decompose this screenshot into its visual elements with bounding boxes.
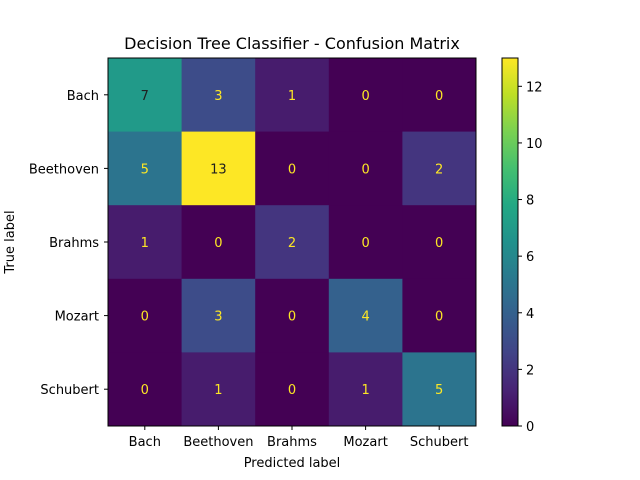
colorbar-tick-label: 0: [526, 420, 534, 435]
heatmap-cell-brahms-schubert: [402, 205, 477, 280]
cell-value-label: 0: [288, 383, 296, 398]
cell-value-label: 0: [361, 89, 369, 104]
heatmap-cell-mozart-schubert: [402, 278, 477, 353]
cell-value-label: 7: [141, 89, 149, 104]
heatmap-axes: Bach Beethoven Brahms Mozart Schubert Bach Bee…: [29, 57, 477, 450]
cell-value-label: 1: [141, 236, 149, 251]
cell-value-label: 13: [210, 162, 227, 177]
x-tick-label: Beethoven: [183, 435, 253, 450]
heatmap-cell-brahms-bach: [108, 205, 182, 280]
heatmap-cells: [108, 58, 477, 427]
colorbar-tick-label: 6: [526, 250, 534, 265]
heatmap-cell-bach-schubert: [402, 58, 477, 132]
heatmap-cell-beethoven-beethoven: [181, 131, 256, 206]
heatmap-cell-bach-mozart: [328, 58, 403, 132]
chart-title: Decision Tree Classifier - Confusion Mat…: [124, 34, 460, 53]
heatmap-cell-brahms-mozart: [328, 205, 403, 280]
colorbar-tick-label: 12: [526, 80, 543, 95]
y-tick-label: Schubert: [40, 383, 99, 398]
cell-value-label: 0: [435, 310, 443, 325]
colorbar-tick-label: 8: [526, 194, 534, 209]
heatmap-cell-bach-bach: [108, 58, 182, 132]
heatmap-cell-schubert-schubert: [402, 352, 477, 427]
x-tick-label: Mozart: [343, 435, 387, 450]
heatmap-cell-bach-brahms: [255, 58, 330, 132]
heatmap-cell-schubert-beethoven: [181, 352, 256, 427]
heatmap-cell-beethoven-brahms: [255, 131, 330, 206]
heatmap-cell-brahms-brahms: [255, 205, 330, 280]
cell-value-label: 5: [435, 383, 443, 398]
cell-value-label: 0: [361, 236, 369, 251]
colorbar-tick-label: 10: [526, 137, 543, 152]
cell-value-label: 1: [361, 383, 369, 398]
cell-value-label: 0: [435, 89, 443, 104]
x-tick-label: Brahms: [267, 435, 317, 450]
x-tick-label: Schubert: [410, 435, 469, 450]
heatmap-cell-mozart-brahms: [255, 278, 330, 353]
heatmap-cell-schubert-mozart: [328, 352, 403, 427]
cell-value-label: 2: [288, 236, 296, 251]
cell-value-label: 0: [288, 310, 296, 325]
colorbar-gradient: [501, 57, 519, 427]
heatmap-cell-schubert-bach: [108, 352, 182, 427]
x-tick-label: Bach: [129, 435, 161, 450]
cell-value-label: 4: [361, 310, 369, 325]
colorbar-tick-label: 2: [526, 363, 534, 378]
heatmap-cell-mozart-mozart: [328, 278, 403, 353]
cell-value-label: 0: [288, 162, 296, 177]
colorbar-tick-label: 4: [526, 307, 534, 322]
heatmap-cell-brahms-beethoven: [181, 205, 256, 280]
heatmap-cell-beethoven-bach: [108, 131, 182, 206]
heatmap-cell-schubert-brahms: [255, 352, 330, 427]
heatmap-cell-beethoven-schubert: [402, 131, 477, 206]
heatmap-cell-bach-beethoven: [181, 58, 256, 132]
colorbar: 0 2 4 6 8 10 12: [501, 57, 543, 435]
y-axis-label: True label: [3, 210, 18, 274]
y-tick-label: Bach: [67, 89, 99, 104]
y-tick-label: Mozart: [55, 310, 99, 325]
heatmap-cell-mozart-beethoven: [181, 278, 256, 353]
cell-value-label: 0: [141, 383, 149, 398]
cell-value-label: 3: [214, 89, 222, 104]
cell-value-label: 0: [361, 162, 369, 177]
y-tick-label: Beethoven: [29, 162, 99, 177]
cell-value-label: 5: [141, 162, 149, 177]
cell-value-label: 0: [214, 236, 222, 251]
heatmap-cell-beethoven-mozart: [328, 131, 403, 206]
cell-value-label: 1: [288, 89, 296, 104]
heatmap-cell-mozart-bach: [108, 278, 182, 353]
cell-value-label: 1: [214, 383, 222, 398]
cell-value-label: 3: [214, 310, 222, 325]
cell-value-label: 0: [435, 236, 443, 251]
cell-value-label: 2: [435, 162, 443, 177]
heatmap-cell-labels: 7 3 1 0 0 5 13 0 0 2 1 0 2 0 0 0 3 0 4 0 0 1 0 1 5: [141, 89, 444, 398]
x-axis-label: Predicted label: [244, 456, 341, 471]
y-tick-label: Brahms: [49, 236, 99, 251]
cell-value-label: 0: [141, 310, 149, 325]
